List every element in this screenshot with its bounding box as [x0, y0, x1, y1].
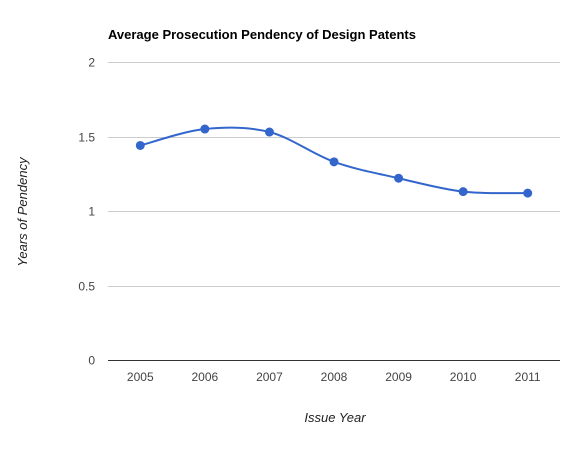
x-tick-label: 2011	[515, 370, 541, 384]
data-points	[136, 125, 532, 198]
x-tick-label: 2008	[321, 370, 348, 384]
x-tick-label: 2006	[192, 370, 219, 384]
data-point	[523, 189, 532, 198]
chart-title: Average Prosecution Pendency of Design P…	[108, 27, 416, 42]
x-tick-label: 2005	[127, 370, 154, 384]
y-tick-label: 1.5	[78, 131, 95, 145]
data-point	[265, 128, 274, 137]
x-tick-label: 2009	[385, 370, 412, 384]
x-axis-title: Issue Year	[304, 410, 366, 425]
data-point	[394, 174, 403, 183]
gridlines	[108, 63, 560, 361]
y-axis-title: Years of Pendency	[15, 156, 30, 267]
x-axis-ticks: 2005 2006 2007 2008 2009 2010 2011	[127, 370, 541, 384]
data-point	[200, 125, 209, 134]
y-tick-label: 2	[88, 56, 95, 70]
x-tick-label: 2010	[450, 370, 477, 384]
y-axis-ticks: 0 0.5 1 1.5 2	[78, 56, 95, 368]
data-point	[459, 187, 468, 196]
y-tick-label: 1	[88, 205, 95, 219]
y-tick-label: 0	[88, 354, 95, 368]
y-tick-label: 0.5	[78, 280, 95, 294]
data-point	[136, 141, 145, 150]
data-point	[330, 157, 339, 166]
x-tick-label: 2007	[256, 370, 283, 384]
